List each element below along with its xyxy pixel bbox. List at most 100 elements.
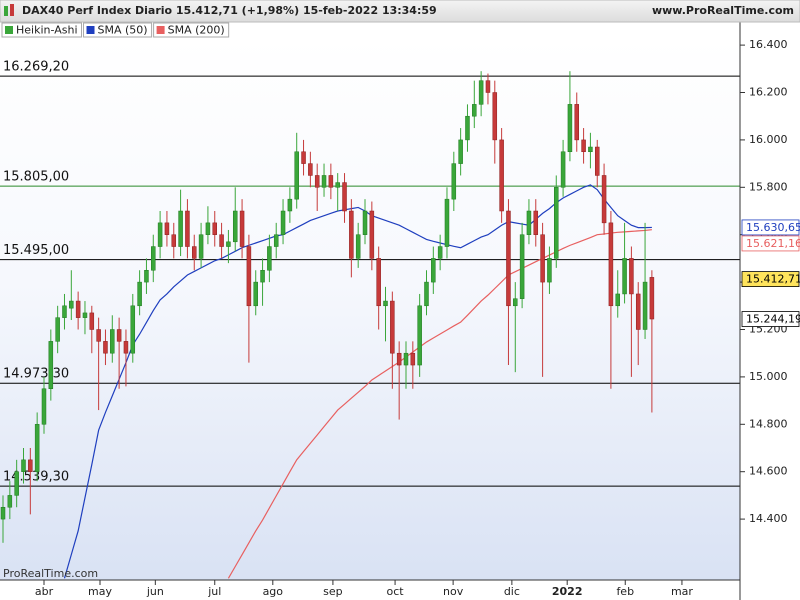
candle-body — [28, 459, 33, 472]
candle-body — [198, 234, 204, 259]
candle-body — [492, 92, 498, 141]
icon — [10, 4, 14, 16]
level-label: 15.495,00 — [3, 243, 69, 258]
candle-body — [294, 151, 299, 200]
candle-body — [472, 104, 477, 117]
level-label: 14.539,30 — [3, 470, 69, 485]
candle-body — [219, 234, 224, 247]
y-tick-label: 16.000 — [749, 133, 788, 146]
candle-body — [560, 151, 566, 188]
candle-body — [110, 329, 115, 354]
candle-body — [260, 270, 265, 283]
candle-body — [635, 293, 641, 330]
legend-swatch — [156, 26, 165, 34]
title-bar — [0, 0, 800, 23]
candle-body — [499, 139, 504, 212]
candle-body — [649, 277, 655, 320]
candle-body — [608, 222, 614, 307]
watermark: ProRealTime.com — [3, 567, 98, 580]
candle-body — [513, 298, 518, 307]
candle-body — [335, 182, 340, 188]
x-tick-label: abr — [35, 585, 54, 598]
candle-body — [301, 151, 306, 164]
candle-body — [369, 210, 375, 259]
candle-body — [164, 222, 170, 235]
candle-body — [444, 198, 450, 247]
chart-title: DAX40 Perf Index Diario 15.412,71 (+1,98… — [22, 4, 437, 17]
candle-body — [89, 312, 95, 330]
price-tag-label: 15.412,71 — [746, 273, 800, 286]
candle-body — [116, 329, 122, 342]
candle-body — [34, 424, 40, 472]
candle-body — [82, 312, 88, 318]
y-tick-label: 15.000 — [749, 370, 788, 383]
candle-body — [396, 352, 402, 366]
candle-body — [417, 305, 422, 366]
candle-body — [629, 258, 634, 295]
candle-body — [192, 246, 197, 259]
y-tick-label: 16.200 — [749, 86, 788, 99]
candle-body — [540, 234, 545, 283]
candle-body — [96, 329, 101, 342]
candle-body — [465, 115, 470, 141]
level-label: 16.269,20 — [3, 60, 69, 75]
candle-body — [533, 210, 539, 235]
candle-body — [75, 300, 81, 318]
legend-label: Heikin-Ashi — [16, 24, 78, 37]
icon — [4, 6, 8, 16]
price-tag-label: 15.621,16 — [746, 237, 800, 250]
x-tick-label: feb — [616, 585, 634, 598]
candle-body — [226, 241, 231, 247]
candle-body — [431, 258, 436, 283]
legend-label: SMA (200) — [168, 24, 225, 37]
legend-box — [153, 22, 230, 38]
y-tick-label: 16.400 — [749, 38, 788, 51]
candle-body — [458, 139, 463, 164]
price-tag — [741, 271, 800, 287]
legend-item: SMA (200) — [153, 22, 230, 38]
candle-body — [41, 388, 47, 425]
candle-body — [14, 471, 19, 496]
candle-body — [615, 293, 620, 307]
candle-body — [137, 281, 142, 307]
x-tick-label: dic — [504, 585, 520, 598]
candle-body — [362, 210, 368, 235]
candle-body — [349, 210, 354, 259]
x-tick-label: nov — [443, 585, 464, 598]
x-tick-label: sep — [323, 585, 342, 598]
candle-body — [212, 222, 217, 235]
y-tick-label: 14.800 — [749, 417, 788, 430]
candle-body — [642, 281, 648, 330]
y-tick-label: 14.600 — [749, 465, 788, 478]
candle-body — [403, 352, 409, 366]
candle-body — [232, 210, 238, 243]
candle-body — [547, 258, 552, 283]
level-label: 14.973,30 — [3, 367, 69, 382]
x-axis-background — [0, 580, 740, 600]
x-tick-label: oct — [387, 585, 405, 598]
candle-body — [485, 80, 491, 93]
candle-body — [0, 506, 6, 520]
candle-body — [21, 459, 26, 472]
candle-body — [273, 234, 279, 247]
candle-body — [321, 175, 327, 188]
candle-body — [328, 175, 334, 188]
legend-swatch — [5, 26, 13, 34]
candle-body — [55, 317, 60, 342]
candle-body — [69, 300, 74, 309]
price-tag — [741, 235, 800, 252]
candle-body — [410, 352, 416, 366]
plot-layer: 16.269,20 15.805,00 15.495,00 14.973,30 14.5… — [0, 60, 740, 579]
candle-body — [48, 341, 54, 389]
legend-box — [83, 22, 153, 38]
candle-body — [253, 281, 258, 307]
source: www.ProRealTime.com — [652, 4, 794, 17]
candle-body — [506, 210, 511, 307]
candle-body — [123, 341, 129, 354]
candle-body — [144, 270, 149, 283]
candle-body — [130, 305, 136, 354]
legend: Heikin-Ashi SMA (50) SMA (200) — [1, 22, 230, 38]
candle-body — [376, 258, 381, 307]
